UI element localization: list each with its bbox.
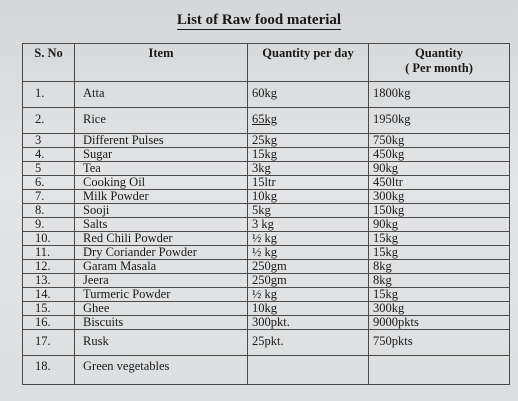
- cell-per-day: 25pkt.: [247, 329, 369, 356]
- table-row: 7. Milk Powder 10kg 300kg: [22, 189, 510, 204]
- header-per-month: Quantity ( Per month): [368, 43, 510, 82]
- table-row: 10. Red Chili Powder ½ kg 15kg: [22, 231, 510, 246]
- table-body: 1. Atta 60kg 1800kg 2. Rice 65kg 1950kg 3 Differe…: [22, 81, 510, 385]
- cell-sno: 18.: [22, 355, 75, 385]
- cell-per-month: 750pkts: [368, 329, 510, 356]
- cell-per-month: 450ltr: [368, 175, 510, 190]
- table-row: 11. Dry Coriander Powder ½ kg 15kg: [22, 245, 510, 260]
- cell-per-month: 90kg: [368, 161, 510, 176]
- header-per-day: Quantity per day: [247, 43, 369, 82]
- cell-item: Red Chili Powder: [74, 231, 248, 246]
- cell-item: Atta: [74, 81, 248, 108]
- header-item: Item: [74, 43, 248, 82]
- table-row: 17. Rusk 25pkt. 750pkts: [22, 329, 510, 356]
- table-row: 5 Tea 3kg 90kg: [22, 161, 510, 176]
- table-row: 8. Sooji 5kg 150kg: [22, 203, 510, 218]
- cell-sno: 2.: [22, 107, 75, 134]
- table-row: 18. Green vegetables: [22, 355, 510, 385]
- cell-sno: 14.: [22, 287, 75, 302]
- cell-per-month: 8kg: [368, 273, 510, 288]
- cell-item: Milk Powder: [74, 189, 248, 204]
- table-row: 12. Garam Masala 250gm 8kg: [22, 259, 510, 274]
- cell-item: Rice: [74, 107, 248, 134]
- cell-per-day: 250gm: [247, 259, 369, 274]
- cell-sno: 16.: [22, 315, 75, 330]
- cell-sno: 5: [22, 161, 75, 176]
- cell-per-month: [368, 355, 510, 385]
- table-row: 14. Turmeric Powder ½ kg 15kg: [22, 287, 510, 302]
- cell-sno: 9.: [22, 217, 75, 232]
- cell-item: Dry Coriander Powder: [74, 245, 248, 260]
- header-sno: S. No: [22, 43, 75, 82]
- cell-item: Tea: [74, 161, 248, 176]
- cell-sno: 3: [22, 133, 75, 148]
- cell-per-day: 10kg: [247, 301, 369, 316]
- cell-sno: 8.: [22, 203, 75, 218]
- cell-per-month: 1950kg: [368, 107, 510, 134]
- cell-item: Green vegetables: [74, 355, 248, 385]
- cell-per-month: 15kg: [368, 231, 510, 246]
- table-row: 2. Rice 65kg 1950kg: [22, 107, 510, 134]
- cell-sno: 7.: [22, 189, 75, 204]
- cell-sno: 15.: [22, 301, 75, 316]
- cell-per-month: 300kg: [368, 189, 510, 204]
- cell-per-day: 25kg: [247, 133, 369, 148]
- cell-sno: 1.: [22, 81, 75, 108]
- cell-sno: 6.: [22, 175, 75, 190]
- cell-per-day: 5kg: [247, 203, 369, 218]
- cell-per-day: 15kg: [247, 147, 369, 162]
- cell-per-month: 150kg: [368, 203, 510, 218]
- cell-per-day: ½ kg: [247, 231, 369, 246]
- document-title: List of Raw food material: [0, 12, 518, 30]
- cell-item: Rusk: [74, 329, 248, 356]
- cell-per-day: 65kg: [247, 107, 369, 134]
- cell-item: Jeera: [74, 273, 248, 288]
- table-row: 1. Atta 60kg 1800kg: [22, 81, 510, 108]
- cell-per-month: 750kg: [368, 133, 510, 148]
- table-row: 16. Biscuits 300pkt. 9000pkts: [22, 315, 510, 330]
- cell-per-day: ½ kg: [247, 287, 369, 302]
- cell-item: Sugar: [74, 147, 248, 162]
- cell-item: Different Pulses: [74, 133, 248, 148]
- table-row: 9. Salts 3 kg 90kg: [22, 217, 510, 232]
- cell-item: Biscuits: [74, 315, 248, 330]
- cell-item: Garam Masala: [74, 259, 248, 274]
- cell-per-month: 8kg: [368, 259, 510, 274]
- cell-sno: 4.: [22, 147, 75, 162]
- document-title-text: List of Raw food material: [176, 12, 342, 30]
- table-header-row: S. No Item Quantity per day Quantity ( P…: [22, 43, 510, 82]
- cell-sno: 11.: [22, 245, 75, 260]
- cell-per-month: 300kg: [368, 301, 510, 316]
- cell-per-month: 450kg: [368, 147, 510, 162]
- cell-item: Turmeric Powder: [74, 287, 248, 302]
- cell-item: Ghee: [74, 301, 248, 316]
- cell-per-day: 60kg: [247, 81, 369, 108]
- cell-per-day: ½ kg: [247, 245, 369, 260]
- cell-per-day: 3 kg: [247, 217, 369, 232]
- cell-per-month: 15kg: [368, 287, 510, 302]
- cell-sno: 13.: [22, 273, 75, 288]
- table-row: 3 Different Pulses 25kg 750kg: [22, 133, 510, 148]
- table-row: 13. Jeera 250gm 8kg: [22, 273, 510, 288]
- cell-per-month: 15kg: [368, 245, 510, 260]
- raw-food-table: S. No Item Quantity per day Quantity ( P…: [22, 43, 510, 385]
- cell-per-day: 10kg: [247, 189, 369, 204]
- table-row: 15. Ghee 10kg 300kg: [22, 301, 510, 316]
- cell-per-day: 3kg: [247, 161, 369, 176]
- cell-sno: 10.: [22, 231, 75, 246]
- cell-item: Cooking Oil: [74, 175, 248, 190]
- cell-per-month: 90kg: [368, 217, 510, 232]
- table-row: 4. Sugar 15kg 450kg: [22, 147, 510, 162]
- cell-item: Sooji: [74, 203, 248, 218]
- cell-sno: 17.: [22, 329, 75, 356]
- cell-per-day: 15ltr: [247, 175, 369, 190]
- cell-per-day: 250gm: [247, 273, 369, 288]
- cell-sno: 12.: [22, 259, 75, 274]
- cell-item: Salts: [74, 217, 248, 232]
- cell-per-day: [247, 355, 369, 385]
- cell-per-month: 9000pkts: [368, 315, 510, 330]
- cell-per-month: 1800kg: [368, 81, 510, 108]
- cell-per-day: 300pkt.: [247, 315, 369, 330]
- table-row: 6. Cooking Oil 15ltr 450ltr: [22, 175, 510, 190]
